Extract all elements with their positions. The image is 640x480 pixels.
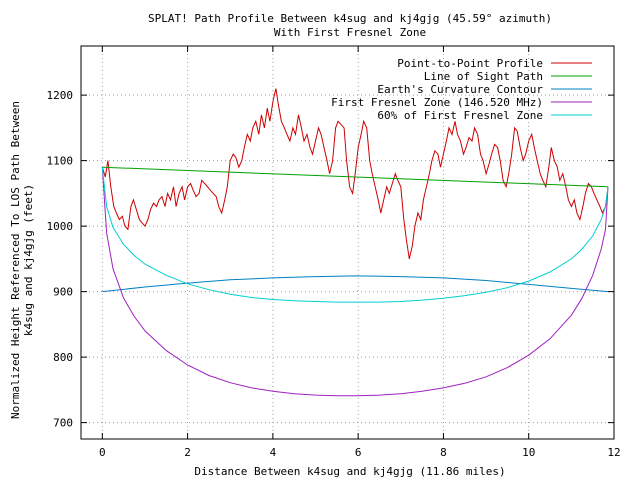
- series-line-of-sight-path-line: [102, 166, 609, 188]
- series-first-fresnel-zone-line: [101, 167, 609, 397]
- y-tick-label: 800: [53, 351, 73, 364]
- chart-subtitle: With First Fresnel Zone: [274, 26, 426, 39]
- legend-label-first-fresnel-zone: First Fresnel Zone (146.520 MHz): [331, 96, 543, 109]
- x-tick-label: 8: [440, 446, 447, 459]
- y-axis-label-line2: k4sug and kj4gjg (feet): [22, 184, 35, 336]
- y-tick-label: 700: [53, 417, 73, 430]
- y-tick-label: 1200: [47, 89, 74, 102]
- axes: 0 2 4 6 8 10 12 700 800 900 1000 1100 1200: [47, 46, 621, 459]
- chart-title: SPLAT! Path Profile Between k4sug and kj…: [148, 12, 552, 25]
- x-tick-label: 10: [522, 446, 535, 459]
- plot-frame: [80, 45, 615, 440]
- x-axis-label: Distance Between k4sug and kj4gjg (11.86…: [194, 465, 505, 478]
- y-axis-label-line1: Normalized Height Referenced To LOS Path…: [9, 101, 22, 419]
- y-tick-label: 1100: [47, 155, 74, 168]
- legend-label-point-to-point-profile: Point-to-Point Profile: [397, 57, 543, 70]
- x-tick-label: 6: [355, 446, 362, 459]
- y-tick-label: 1000: [47, 220, 74, 233]
- y-tick-label: 900: [53, 286, 73, 299]
- series-sixty-percent-fresnel-zone-line: [101, 167, 609, 303]
- series-point-to-point-profile-line: [101, 88, 609, 260]
- x-tick-label: 4: [270, 446, 277, 459]
- legend-label-line-of-sight-path: Line of Sight Path: [424, 70, 543, 83]
- x-tick-label: 12: [607, 446, 620, 459]
- legend-label-sixty-percent-fresnel-zone: 60% of First Fresnel Zone: [377, 109, 543, 122]
- legend-label-earths-curvature-contour: Earth's Curvature Contour: [377, 83, 543, 96]
- series-group: [101, 88, 609, 397]
- series-earths-curvature-contour-line: [102, 275, 609, 293]
- x-tick-label: 2: [184, 446, 191, 459]
- x-tick-label: 0: [99, 446, 106, 459]
